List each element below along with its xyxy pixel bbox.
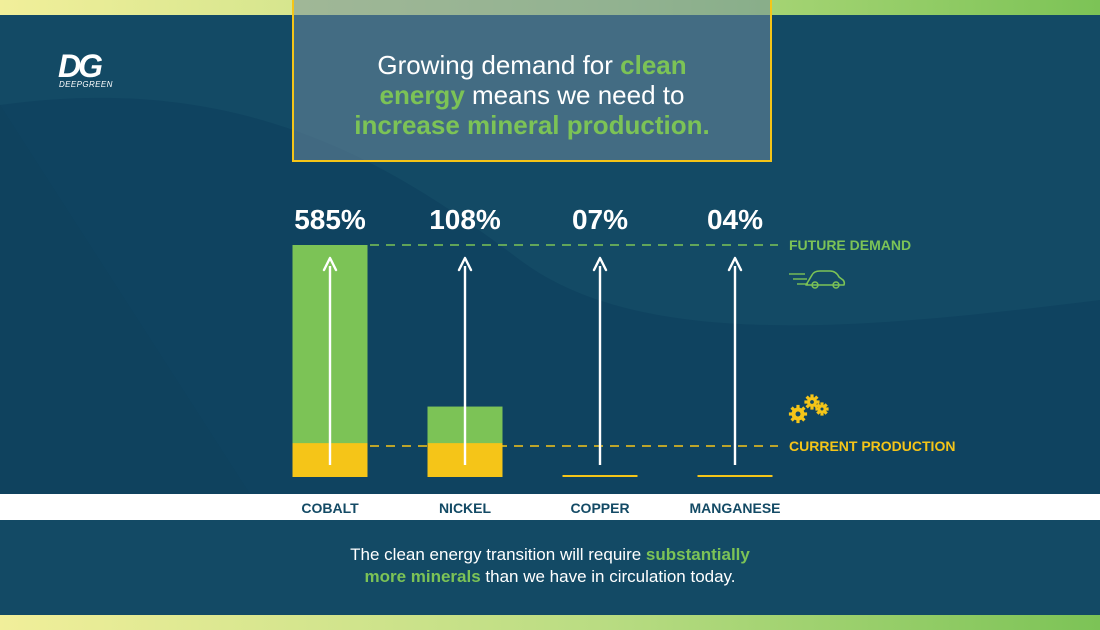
footer-text-1: The clean energy transition will require: [350, 545, 646, 564]
car-wheel-icon: [832, 281, 840, 289]
bar-current-production-manganese: [697, 475, 773, 477]
percent-label-manganese: 04%: [707, 204, 763, 235]
headline-highlight-production: increase mineral production.: [354, 110, 710, 140]
headline-highlight-energy: energy: [379, 80, 465, 110]
future-demand-label: FUTURE DEMAND: [789, 237, 911, 253]
headline-highlight-clean: clean: [620, 50, 687, 80]
footer-text-2: than we have in circulation today.: [480, 567, 736, 586]
arrow-head-nickel: [457, 256, 473, 272]
arrow-head-copper: [592, 256, 608, 272]
category-label-nickel: NICKEL: [439, 500, 492, 516]
bar-current-production-copper: [562, 475, 638, 477]
logo-mark: DG: [58, 48, 103, 84]
footer-text: The clean energy transition will require…: [250, 544, 850, 588]
headline-text-1: Growing demand for: [377, 50, 621, 80]
headline-text-2: means we need to: [464, 80, 685, 110]
current-production-label: CURRENT PRODUCTION: [789, 438, 955, 454]
gears-icon-hole: [795, 411, 801, 417]
percent-label-copper: 07%: [572, 204, 628, 235]
category-label-manganese: MANGANESE: [689, 500, 780, 516]
headline-box: Growing demand for clean energy means we…: [292, 0, 772, 162]
logo-text: DEEPGREEN: [59, 80, 113, 89]
headline: Growing demand for clean energy means we…: [294, 50, 770, 140]
percent-label-nickel: 108%: [429, 204, 501, 235]
car-wheel-icon: [811, 281, 819, 289]
gear-small-icon-hole: [810, 400, 814, 404]
footer-highlight-2: more minerals: [364, 567, 481, 586]
percent-label-cobalt: 585%: [294, 204, 366, 235]
bottom-gradient-bar: [0, 615, 1100, 630]
gear-small-icon-hole: [820, 407, 824, 411]
deepgreen-logo: DG DEEPGREEN: [58, 50, 122, 92]
category-label-cobalt: COBALT: [301, 500, 359, 516]
category-label-copper: COPPER: [570, 500, 629, 516]
arrow-head-manganese: [727, 256, 743, 272]
footer-highlight-1: substantially: [645, 545, 750, 564]
category-strip: [0, 494, 1100, 520]
car-icon: [805, 270, 846, 286]
arrow-head-cobalt: [322, 256, 338, 272]
